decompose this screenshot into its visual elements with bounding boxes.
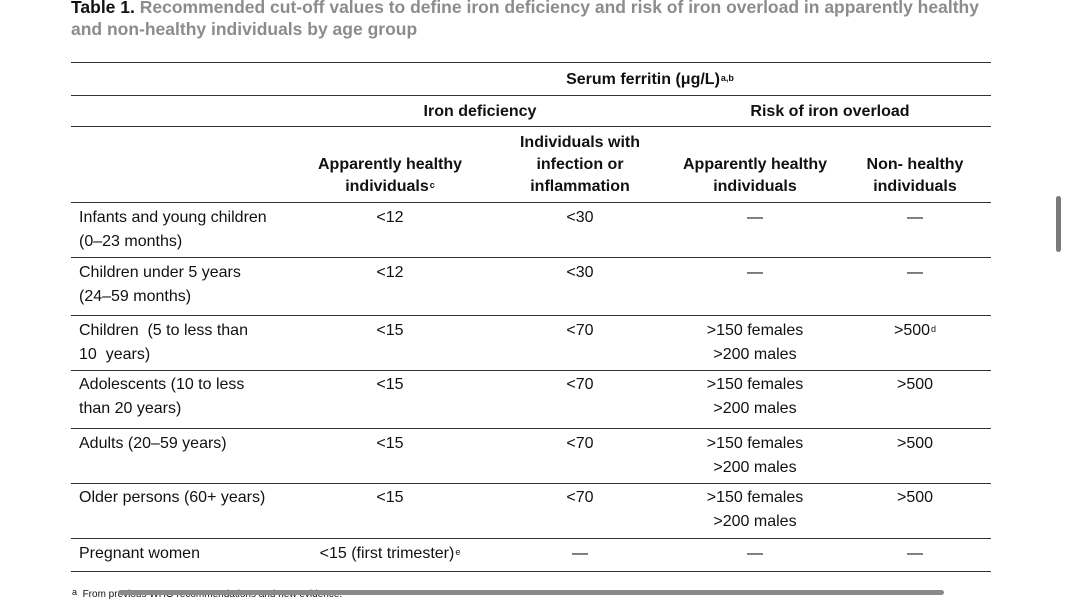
row-4-ro-nonhealthy: >500 xyxy=(896,376,934,393)
row-1-group-line1: Infants and young children xyxy=(79,209,267,226)
col-header-id-infection: Individuals with infection or inflammati… xyxy=(495,132,665,198)
col-header-infection-line3: inflammation xyxy=(530,178,630,195)
rule-row-6 xyxy=(71,538,991,539)
table-row-1-group: Infants and young children (0–23 months) xyxy=(79,206,309,254)
row-3-id-healthy: <15 xyxy=(376,322,404,339)
row-2-ro-healthy: — xyxy=(747,264,763,281)
row-6-group-line1: Older persons (60+ years) xyxy=(79,489,266,506)
col-header-ro-healthy-line2: individuals xyxy=(713,178,797,195)
row-7-group-line1: Pregnant women xyxy=(79,545,200,562)
col-header-id-healthy-line1: Apparently healthy xyxy=(317,156,463,173)
header-serum-sup: a,b xyxy=(720,73,734,83)
row-5-ro-nonhealthy: >500 xyxy=(896,435,934,452)
row-4-id-infection: <70 xyxy=(566,376,594,393)
row-5-ro-healthy-females: >150 females xyxy=(706,435,804,452)
row-3-ro-healthy-males: >200 males xyxy=(713,346,797,363)
rule-header-bottom xyxy=(71,202,991,203)
table-title: Recommended cut-off values to define iro… xyxy=(71,0,979,39)
row-7-id-healthy-sup: e xyxy=(455,547,461,557)
header-serum-ferritin: Serum ferritin (μg/L)a,b xyxy=(450,69,850,91)
table-row-2-group: Children under 5 years (24–59 months) xyxy=(79,261,309,309)
row-3-group-line2: 10 years) xyxy=(79,346,151,363)
row-7-ro-healthy: — xyxy=(747,545,763,562)
row-3-ro-healthy: >150 females >200 males xyxy=(665,319,845,367)
rule-row-2 xyxy=(71,315,991,316)
row-2-ro-nonhealthy: — xyxy=(907,264,923,281)
row-1-id-infection: <30 xyxy=(566,209,594,226)
table-row-3-group: Children (5 to less than 10 years) xyxy=(79,319,309,367)
rule-row-3 xyxy=(71,370,991,371)
col-header-id-healthy-text: individuals xyxy=(345,178,429,195)
row-5-ro-healthy: >150 females >200 males xyxy=(665,432,845,480)
row-2-id-infection: <30 xyxy=(566,264,594,281)
table-row-5-group: Adults (20–59 years) xyxy=(79,432,309,456)
rule-under-group-headers xyxy=(71,126,991,127)
row-4-ro-healthy-males: >200 males xyxy=(713,400,797,417)
row-6-ro-healthy-females: >150 females xyxy=(706,489,804,506)
row-3-ro-nonhealthy-sup: d xyxy=(931,324,937,334)
row-5-ro-healthy-males: >200 males xyxy=(713,459,797,476)
row-3-group-line1: Children (5 to less than xyxy=(79,322,248,339)
row-3-ro-healthy-females: >150 females xyxy=(706,322,804,339)
row-6-ro-healthy: >150 females >200 males xyxy=(665,486,845,534)
col-header-ro-healthy-line1: Apparently healthy xyxy=(682,156,828,173)
row-1-id-healthy: <12 xyxy=(376,209,404,226)
col-header-id-healthy: Apparently healthy individualsc xyxy=(300,154,480,198)
row-1-ro-nonhealthy: — xyxy=(907,209,923,226)
header-iron-deficiency: Iron deficiency xyxy=(423,103,537,120)
table-caption: Table 1. Recommended cut-off values to d… xyxy=(71,0,1011,40)
rule-row-4 xyxy=(71,428,991,429)
rule-bottom xyxy=(71,571,991,572)
row-7-id-healthy-value: <15 (first trimester) xyxy=(319,545,455,562)
row-4-id-healthy: <15 xyxy=(376,376,404,393)
table-row-7-group: Pregnant women xyxy=(79,542,309,566)
table-row-6-group: Older persons (60+ years) xyxy=(79,486,309,510)
row-6-ro-healthy-males: >200 males xyxy=(713,513,797,530)
row-5-id-healthy: <15 xyxy=(376,435,404,452)
footnote-marker: a xyxy=(72,587,78,597)
col-header-id-healthy-sup: c xyxy=(429,180,435,190)
row-6-ro-nonhealthy: >500 xyxy=(896,489,934,506)
col-header-infection-line1: Individuals with xyxy=(519,134,640,151)
col-header-id-healthy-line2: individualsc xyxy=(300,176,480,198)
rule-under-serum xyxy=(71,95,991,96)
horizontal-scrollbar[interactable] xyxy=(118,590,944,595)
col-header-infection-line2: infection or xyxy=(536,156,624,173)
row-4-ro-healthy: >150 females >200 males xyxy=(665,373,845,421)
row-1-group-line2: (0–23 months) xyxy=(79,233,183,250)
row-7-id-healthy: <15 (first trimester)e xyxy=(300,542,480,566)
row-2-id-healthy: <12 xyxy=(376,264,404,281)
vertical-scrollbar[interactable] xyxy=(1056,196,1061,252)
row-4-group-line1: Adolescents (10 to less xyxy=(79,376,245,393)
row-4-group-line2: than 20 years) xyxy=(79,400,182,417)
table-row-4-group: Adolescents (10 to less than 20 years) xyxy=(79,373,309,421)
col-header-ro-healthy: Apparently healthy individuals xyxy=(665,154,845,198)
table-label: Table 1. xyxy=(71,0,135,17)
rule-top xyxy=(71,62,991,63)
col-header-nonhealthy-line2: individuals xyxy=(873,178,957,195)
col-header-ro-nonhealthy: Non- healthy individuals xyxy=(845,154,985,198)
row-2-group-line1: Children under 5 years xyxy=(79,264,241,281)
row-3-ro-nonhealthy-value: >500 xyxy=(893,322,931,339)
row-2-group-line2: (24–59 months) xyxy=(79,288,192,305)
row-6-id-healthy: <15 xyxy=(376,489,404,506)
row-1-ro-healthy: — xyxy=(747,209,763,226)
row-7-id-infection: — xyxy=(572,545,588,562)
row-3-id-infection: <70 xyxy=(566,322,594,339)
rule-row-1 xyxy=(71,257,991,258)
row-6-id-infection: <70 xyxy=(566,489,594,506)
row-5-group-line1: Adults (20–59 years) xyxy=(79,435,227,452)
row-7-ro-nonhealthy: — xyxy=(907,545,923,562)
rule-row-5 xyxy=(71,483,991,484)
row-4-ro-healthy-females: >150 females xyxy=(706,376,804,393)
row-3-ro-nonhealthy: >500d xyxy=(845,319,985,343)
row-5-id-infection: <70 xyxy=(566,435,594,452)
header-serum-text: Serum ferritin (μg/L) xyxy=(566,71,720,88)
col-header-nonhealthy-line1: Non- healthy xyxy=(866,156,964,173)
header-risk-overload: Risk of iron overload xyxy=(750,103,910,120)
